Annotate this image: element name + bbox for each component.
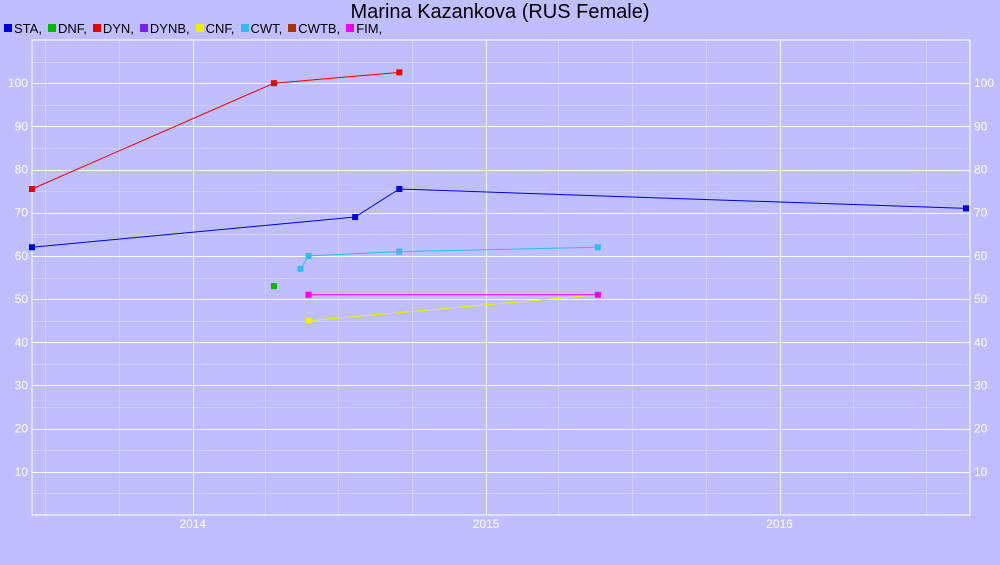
data-point-sta: [396, 185, 403, 192]
y-tick-label-left: 100: [8, 76, 28, 90]
legend: STA, DNF, DYN, DYNB, CNF, CWT, CWTB, FIM,: [4, 20, 388, 36]
data-point-cwt: [297, 265, 304, 272]
data-point-cwt: [594, 244, 601, 251]
series-line-cwt: [300, 246, 598, 270]
y-tick-label-right: 40: [974, 335, 988, 349]
legend-swatch: [240, 24, 249, 32]
y-tick-label-right: 80: [974, 163, 988, 177]
legend-swatch: [47, 24, 56, 32]
data-point-sta: [29, 244, 35, 251]
data-point-cwt: [305, 252, 312, 259]
legend-swatch: [288, 24, 297, 32]
y-tick-label-right: 100: [974, 76, 994, 90]
legend-swatch: [4, 24, 12, 32]
legend-item-cwtb: CWTB,: [288, 21, 340, 36]
legend-item-fim: FIM,: [346, 21, 382, 36]
legend-item-cnf: CNF,: [195, 20, 235, 36]
data-point-fim: [594, 291, 601, 298]
data-point-dyn: [396, 69, 403, 76]
legend-label: CWTB,: [298, 20, 341, 36]
data-point-sta: [962, 205, 969, 212]
y-tick-label-left: 40: [15, 335, 29, 349]
y-tick-label-left: 70: [15, 206, 29, 220]
x-tick-label: 2014: [179, 517, 206, 531]
y-tick-label-right: 10: [974, 465, 988, 479]
legend-item-dyn: DYN,: [92, 20, 134, 36]
y-tick-label-left: 10: [15, 465, 29, 479]
legend-item-dynb: DYNB,: [139, 20, 190, 36]
plot-frame: [31, 39, 971, 516]
legend-swatch: [139, 24, 148, 32]
legend-label: DYNB,: [149, 20, 190, 36]
data-point-fim: [305, 291, 312, 298]
y-tick-label-left: 20: [15, 422, 29, 436]
series-line-sta: [31, 188, 967, 248]
y-tick-label-right: 90: [974, 119, 988, 133]
legend-item-cwt: CWT,: [240, 20, 283, 36]
y-tick-label-right: 30: [974, 378, 988, 392]
y-tick-label-left: 60: [15, 249, 29, 263]
legend-label: DNF,: [57, 20, 87, 36]
legend-label: STA,: [14, 20, 42, 36]
y-tick-label-right: 20: [974, 422, 988, 436]
series-line-cnf: [308, 294, 598, 322]
data-point-dyn: [270, 80, 277, 87]
y-tick-label-left: 50: [15, 292, 29, 306]
data-point-sta: [352, 214, 359, 221]
legend-label: CWT,: [250, 20, 283, 36]
series-line-dyn: [31, 71, 400, 190]
legend-swatch: [195, 24, 204, 32]
data-point-cnf: [305, 317, 312, 324]
legend-label: DYN,: [102, 20, 134, 36]
x-tick-label: 2015: [473, 517, 500, 531]
chart-title: Marina Kazankova (RUS Female): [350, 1, 650, 23]
y-tick-label-right: 70: [974, 206, 988, 220]
y-tick-label-left: 90: [15, 119, 29, 133]
legend-swatch: [346, 24, 355, 32]
legend-swatch: [92, 24, 101, 32]
legend-label: CNF,: [205, 20, 235, 36]
y-tick-label-right: 60: [974, 249, 988, 263]
y-tick-label-left: 80: [15, 163, 29, 177]
data-point-dnf: [270, 283, 277, 290]
data-point-dyn: [29, 185, 35, 192]
x-tick-label: 2016: [766, 517, 793, 531]
legend-item-dnf: DNF,: [47, 20, 87, 36]
data-point-cwt: [396, 248, 403, 255]
y-tick-label-left: 30: [15, 378, 29, 392]
y-tick-label-right: 50: [974, 292, 988, 306]
legend-label: FIM,: [356, 20, 383, 36]
legend-item-sta: STA,: [4, 21, 42, 36]
